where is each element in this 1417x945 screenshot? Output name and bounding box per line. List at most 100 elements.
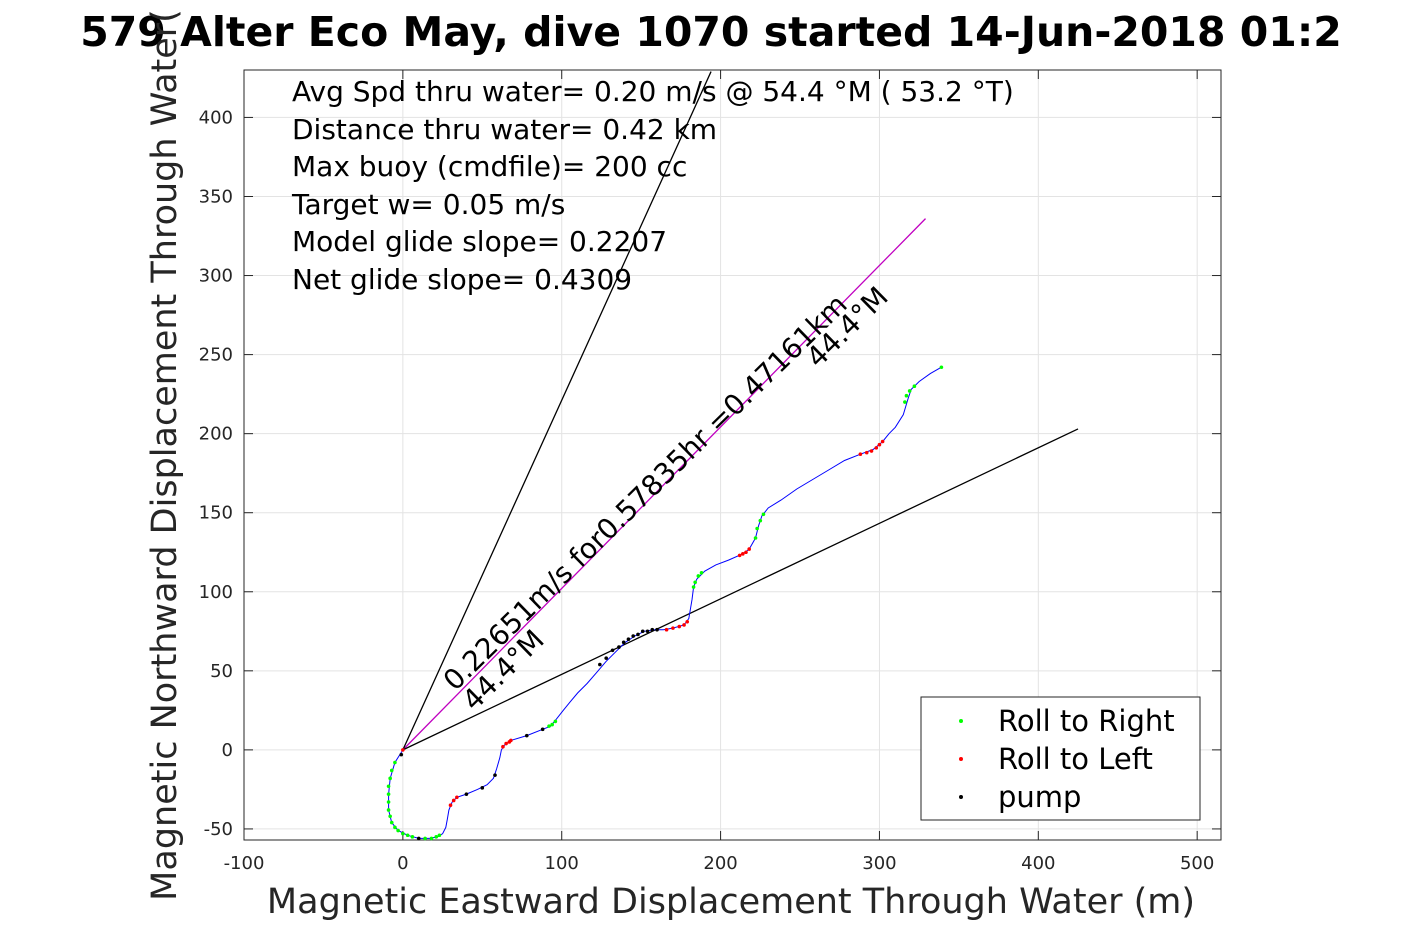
point-roll-to-right (423, 836, 427, 841)
point-roll-to-right (386, 792, 391, 796)
point-roll-to-left (448, 803, 453, 808)
annotation-distance: Distance thru water= 0.42 km (292, 113, 717, 146)
point-pump (640, 629, 645, 634)
annotation-net-glide: Net glide slope= 0.4309 (292, 263, 632, 296)
plot-frame (243, 69, 1222, 841)
annotation-target-w: Target w= 0.05 m/s (291, 188, 565, 221)
point-pump (610, 648, 615, 653)
point-roll-to-left (741, 552, 745, 556)
point-pump (493, 773, 497, 777)
point-roll-to-right (386, 808, 391, 812)
point-roll-to-right (429, 836, 434, 841)
point-roll-to-left (737, 553, 742, 558)
point-roll-to-right (758, 518, 763, 523)
point-roll-to-right (755, 526, 759, 531)
point-roll-to-left (682, 623, 686, 627)
y-tick-label: 400 (199, 107, 233, 128)
point-roll-to-left (685, 620, 690, 624)
point-roll-to-right (388, 776, 392, 781)
chart-title: 579 Alter Eco May, dive 1070 started 14-… (80, 8, 1342, 56)
point-roll-to-right (388, 814, 392, 819)
y-tick-label: 250 (199, 345, 233, 366)
legend-label-roll-right: Roll to Right (998, 704, 1175, 738)
point-roll-to-left (880, 439, 885, 444)
x-tick-label: 300 (862, 853, 896, 874)
point-roll-to-left (858, 452, 863, 457)
point-roll-to-left (874, 446, 879, 450)
x-tick-label: 400 (1021, 853, 1055, 874)
point-roll-to-left (455, 795, 459, 800)
point-roll-to-right (437, 833, 442, 838)
point-roll-to-left (877, 442, 882, 447)
x-tick-label: 0 (397, 853, 408, 874)
point-roll-to-right (691, 585, 696, 589)
point-roll-to-left (744, 550, 748, 555)
point-roll-to-right (547, 724, 551, 728)
point-roll-to-left (747, 547, 751, 551)
annotation-avg-speed: Avg Spd thru water= 0.20 m/s @ 54.4 °M (… (292, 75, 1014, 108)
point-roll-to-right (396, 828, 400, 833)
track (388, 366, 942, 839)
point-pump (524, 733, 529, 738)
point-roll-to-left (677, 624, 682, 629)
point-roll-to-left (671, 626, 675, 630)
point-roll-to-left (451, 798, 456, 803)
y-tick-label: 200 (199, 424, 233, 445)
point-roll-to-left (401, 748, 405, 752)
point-roll-to-right (553, 719, 558, 724)
point-pump (645, 629, 650, 634)
point-roll-to-right (904, 393, 909, 398)
point-roll-to-right (761, 512, 766, 517)
point-roll-to-left (864, 450, 869, 455)
legend: Roll to Right Roll to Left pump (920, 696, 1201, 821)
legend-label-pump: pump (998, 780, 1081, 814)
annotation-model-glide: Model glide slope= 0.2207 (292, 225, 667, 258)
x-tick-label: 100 (545, 853, 579, 874)
reference-line-net (402, 218, 926, 751)
annotation-block: Avg Spd thru water= 0.20 m/s @ 54.4 °M (… (291, 75, 1014, 296)
point-roll-to-right (903, 400, 907, 404)
point-roll-to-right (389, 820, 394, 825)
point-pump (464, 792, 469, 796)
x-tick-label: 200 (703, 853, 737, 874)
point-roll-to-right (393, 760, 397, 765)
point-roll-to-right (410, 835, 415, 839)
point-roll-to-right (696, 574, 701, 578)
y-axis-label: Magnetic Northward Displacement Through … (145, 9, 185, 901)
y-tick-label: 0 (222, 740, 233, 761)
y-tick-label: 50 (210, 661, 233, 682)
x-axis-label: Magnetic Eastward Displacement Through W… (267, 882, 1195, 922)
point-roll-to-right (907, 389, 912, 393)
legend-marker-roll-left (959, 757, 963, 761)
point-pump (598, 662, 602, 667)
track-line (388, 366, 942, 839)
point-pump (626, 637, 631, 641)
x-tick-label: -100 (224, 853, 265, 874)
point-roll-to-right (912, 384, 917, 389)
reference-line-bound-2 (402, 428, 1079, 751)
point-roll-to-right (939, 365, 944, 370)
y-tick-label: -50 (204, 819, 233, 840)
data-points (386, 365, 944, 841)
point-roll-to-right (386, 800, 391, 804)
point-roll-to-right (401, 831, 405, 836)
point-roll-to-left (509, 738, 513, 743)
point-roll-to-right (393, 825, 397, 830)
point-pump (416, 836, 421, 841)
point-pump (480, 786, 485, 790)
point-pump (617, 645, 621, 649)
point-pump (650, 627, 655, 632)
y-tick-label: 350 (199, 186, 233, 207)
point-roll-to-right (693, 580, 697, 585)
point-roll-to-left (504, 741, 508, 746)
point-roll-to-left (664, 627, 669, 632)
grid (243, 70, 1221, 840)
point-pump (540, 727, 545, 732)
point-roll-to-right (550, 722, 554, 727)
annotation-max-buoy: Max buoy (cmdfile)= 200 cc (292, 150, 687, 183)
legend-marker-pump (959, 795, 963, 799)
reference-line-bound-1 (402, 71, 712, 751)
point-roll-to-left (501, 744, 505, 749)
point-roll-to-right (434, 835, 439, 839)
